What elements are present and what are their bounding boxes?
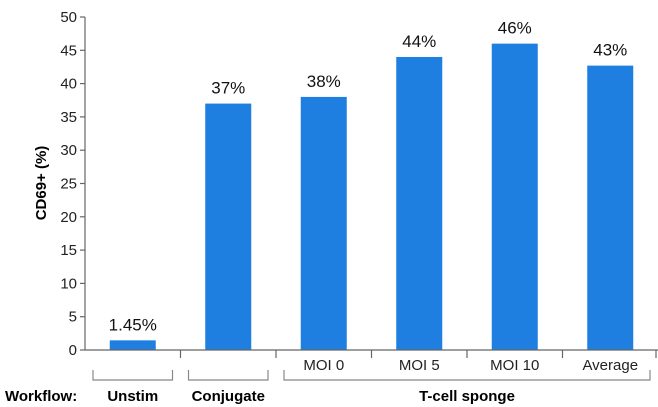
bar bbox=[587, 65, 634, 351]
bar-data-label: 1.45% bbox=[109, 315, 157, 334]
bar bbox=[491, 43, 538, 350]
y-tick-label: 5 bbox=[69, 309, 77, 326]
group-bracket bbox=[92, 370, 174, 381]
y-tick-label: 0 bbox=[69, 342, 77, 359]
bar-data-label: 46% bbox=[498, 19, 532, 38]
y-tick-label: 15 bbox=[60, 242, 77, 259]
y-tick-label: 25 bbox=[60, 176, 77, 193]
x-tick-label: MOI 5 bbox=[399, 357, 440, 374]
group-bracket bbox=[283, 370, 651, 381]
y-axis: 0 5 10 15 20 25 30 35 40 45 50 bbox=[60, 9, 86, 359]
bar bbox=[109, 340, 156, 350]
bar bbox=[396, 56, 443, 351]
y-tick-label: 20 bbox=[60, 209, 77, 226]
x-tick-label: MOI 10 bbox=[490, 357, 539, 374]
bar-data-label: 44% bbox=[402, 32, 436, 51]
bar bbox=[300, 96, 347, 350]
bars-layer: 1.45% 37% 38% 44% 46% 43% bbox=[109, 19, 634, 351]
y-tick-label: 30 bbox=[60, 142, 77, 159]
group-bracket bbox=[187, 370, 269, 381]
y-tick-label: 40 bbox=[60, 76, 77, 93]
group-brackets: Unstim Conjugate T-cell sponge bbox=[92, 370, 651, 405]
y-tick-label: 10 bbox=[60, 275, 77, 292]
x-tick-label: Average bbox=[582, 357, 638, 374]
group-label: Conjugate bbox=[192, 388, 265, 405]
bar-data-label: 38% bbox=[307, 72, 341, 91]
x-tick-label: MOI 0 bbox=[303, 357, 344, 374]
group-label: T-cell sponge bbox=[419, 388, 515, 405]
y-axis-label: CD69+ (%) bbox=[33, 146, 50, 221]
workflow-label: Workflow: bbox=[5, 388, 77, 405]
y-tick-label: 50 bbox=[60, 9, 77, 26]
x-axis: MOI 0 MOI 5 MOI 10 Average bbox=[85, 349, 658, 374]
bar-data-label: 37% bbox=[211, 79, 245, 98]
bar-data-label: 43% bbox=[593, 41, 627, 60]
bar bbox=[205, 103, 252, 350]
y-tick-label: 35 bbox=[60, 109, 77, 126]
y-tick-label: 45 bbox=[60, 42, 77, 59]
group-label: Unstim bbox=[107, 388, 158, 405]
